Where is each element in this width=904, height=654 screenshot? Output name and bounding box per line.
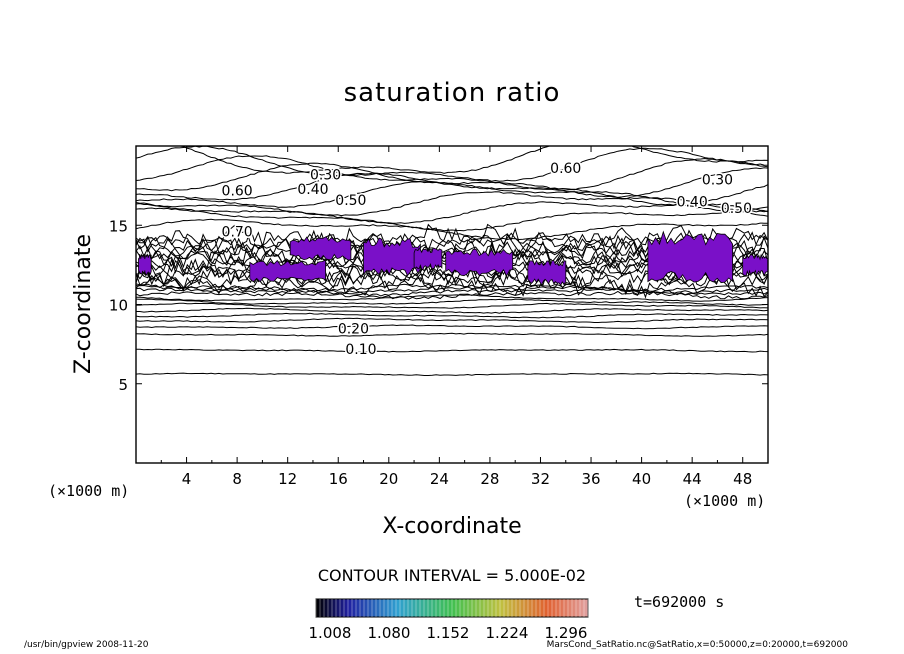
x-tick-label: 28 bbox=[480, 470, 499, 488]
y-tick-label: 10 bbox=[109, 297, 128, 315]
contour-label: 0.60 bbox=[550, 161, 581, 177]
contour-label: 0.20 bbox=[338, 321, 369, 337]
supersaturated-region bbox=[289, 236, 352, 261]
contour-label: 0.60 bbox=[222, 183, 253, 199]
contour-line bbox=[136, 348, 768, 353]
y-tick-label: 5 bbox=[118, 376, 128, 394]
x-axis-label: X-coordinate bbox=[382, 514, 522, 539]
x-tick-label: 44 bbox=[683, 470, 702, 488]
contour-line bbox=[136, 298, 768, 306]
contour-line bbox=[136, 332, 768, 337]
contour-line bbox=[136, 201, 768, 224]
footer-right: MarsCond_SatRatio.nc@SatRatio,x=0:50000,… bbox=[546, 640, 848, 650]
chart-title: saturation ratio bbox=[343, 78, 561, 108]
x-tick-label: 20 bbox=[379, 470, 398, 488]
supersaturated-region bbox=[363, 237, 421, 277]
contour-line bbox=[136, 284, 768, 295]
contour-label: 0.40 bbox=[677, 194, 708, 210]
contour-line bbox=[136, 155, 768, 191]
contour-line bbox=[136, 312, 768, 319]
y-axis-label: Z-coordinate bbox=[71, 234, 96, 374]
contour-label: 0.40 bbox=[297, 182, 328, 198]
colorbar-tick-label: 1.296 bbox=[545, 624, 588, 642]
x-tick-label: 24 bbox=[430, 470, 449, 488]
x-unit-left: (×1000 m) bbox=[48, 482, 130, 500]
contour-line bbox=[136, 283, 768, 292]
contour-line bbox=[136, 372, 768, 376]
supersaturated-region bbox=[138, 252, 152, 277]
x-tick-label: 48 bbox=[733, 470, 752, 488]
contour-label: 0.10 bbox=[345, 342, 376, 358]
contour-line bbox=[136, 146, 768, 182]
colorbar-tick-label: 1.080 bbox=[368, 624, 411, 642]
contour-line bbox=[136, 181, 768, 212]
x-tick-label: 4 bbox=[182, 470, 192, 488]
supersaturated-region bbox=[249, 259, 326, 283]
contour-labels: 0.100.200.300.400.500.600.700.600.300.40… bbox=[220, 160, 753, 360]
contour-line bbox=[136, 172, 768, 206]
x-tick-label: 12 bbox=[278, 470, 297, 488]
contour-line bbox=[136, 290, 768, 300]
contour-label: 0.30 bbox=[702, 172, 733, 188]
contour-line bbox=[136, 191, 768, 217]
plot-area: 0.100.200.300.400.500.600.700.600.300.40… bbox=[109, 145, 769, 488]
contour-label: 0.50 bbox=[335, 193, 366, 209]
supersaturated-region bbox=[445, 248, 514, 277]
contour-line bbox=[136, 302, 768, 309]
colorbar-tick-label: 1.152 bbox=[427, 624, 470, 642]
colorbar: 1.008 1.080 1.152 1.224 1.296 bbox=[309, 598, 589, 642]
supersaturated-region bbox=[527, 259, 567, 287]
contour-line bbox=[136, 207, 768, 232]
footer-left: /usr/bin/gpview 2008-11-20 bbox=[24, 640, 149, 650]
x-tick-label: 40 bbox=[632, 470, 651, 488]
colorbar-tick-label: 1.008 bbox=[309, 624, 352, 642]
supersaturated-region bbox=[742, 253, 768, 278]
contour-line bbox=[178, 146, 768, 174]
time-label: t=692000 s bbox=[634, 593, 725, 611]
contour-line bbox=[136, 162, 768, 198]
contour-label: 0.70 bbox=[222, 225, 253, 241]
colorbar-labels: 1.008 1.080 1.152 1.224 1.296 bbox=[309, 624, 588, 642]
colorbar-tick-label: 1.224 bbox=[486, 624, 529, 642]
contour-label: 0.30 bbox=[310, 168, 341, 184]
contour-line bbox=[136, 307, 768, 314]
colorbar-gradient bbox=[315, 598, 589, 618]
colorbar-stripes bbox=[315, 599, 589, 617]
contour-interval: CONTOUR INTERVAL = 5.000E-02 bbox=[317, 566, 587, 585]
contour-line bbox=[136, 218, 768, 241]
x-tick-label: 8 bbox=[232, 470, 242, 488]
contour-label: 0.50 bbox=[721, 201, 752, 217]
supersaturated-region bbox=[413, 247, 443, 271]
contour-line bbox=[136, 294, 768, 302]
supersaturation-fills bbox=[138, 230, 768, 287]
contour-line bbox=[136, 324, 768, 330]
x-unit-right: (×1000 m) bbox=[684, 492, 766, 510]
supersaturated-region bbox=[647, 230, 733, 284]
contour-line bbox=[136, 317, 768, 323]
x-tick-label: 36 bbox=[581, 470, 600, 488]
x-tick-label: 32 bbox=[531, 470, 550, 488]
y-tick-label: 15 bbox=[109, 217, 128, 235]
x-tick-label: 16 bbox=[329, 470, 348, 488]
